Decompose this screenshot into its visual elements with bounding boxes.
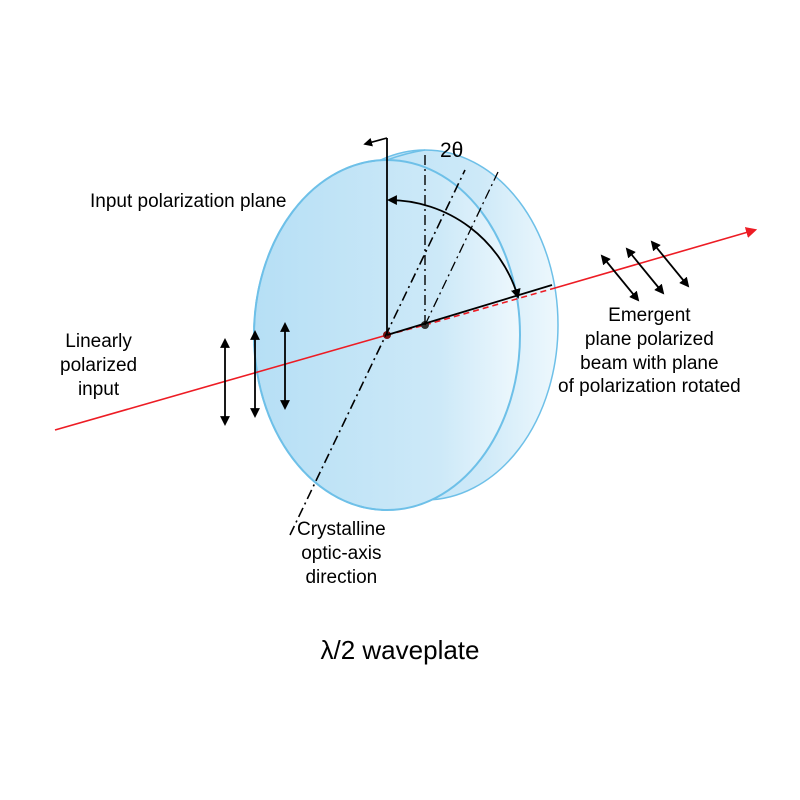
input-plane-arrow (365, 138, 387, 144)
caption: λ/2 waveplate (0, 635, 800, 666)
label-linearly: Linearly polarized input (60, 330, 137, 401)
beam-emergent (555, 230, 755, 288)
output-pol-arrows (602, 242, 688, 300)
label-input-plane: Input polarization plane (90, 190, 286, 214)
label-angle: 2θ (440, 138, 463, 164)
label-optic-axis: Crystalline optic-axis direction (297, 518, 386, 589)
label-emergent: Emergent plane polarized beam with plane… (558, 304, 741, 399)
